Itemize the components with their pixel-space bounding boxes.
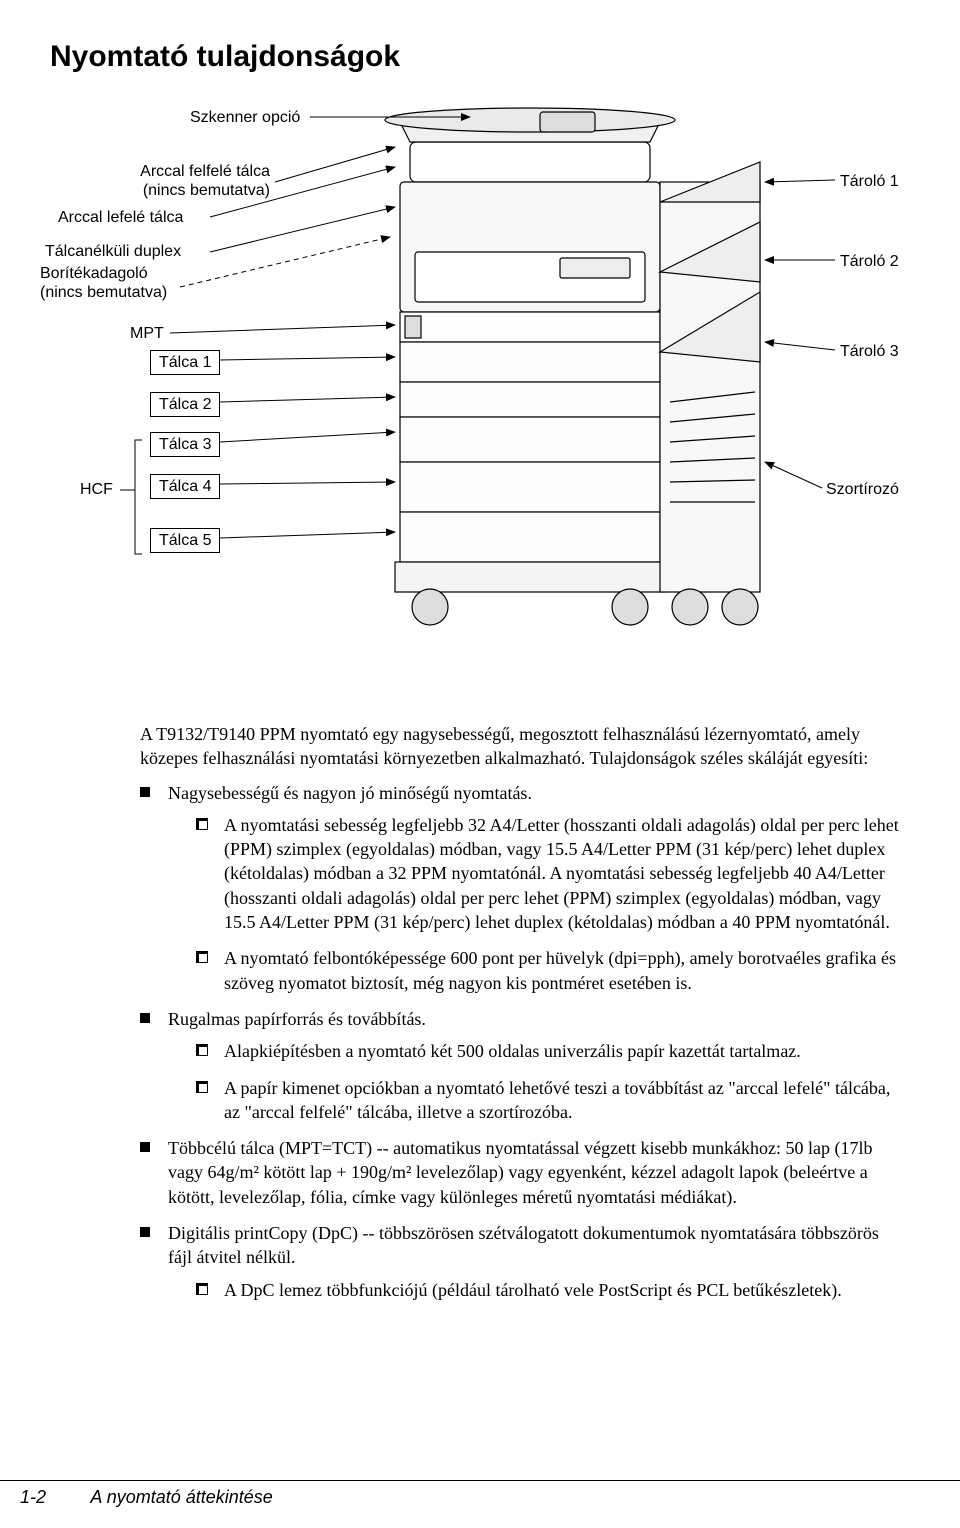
page-footer: 1-2 A nyomtató áttekintése [0, 1480, 960, 1508]
printer-illustration [340, 102, 770, 642]
label-szkenner: Szkenner opció [190, 108, 300, 127]
intro-paragraph: A T9132/T9140 PPM nyomtató egy nagysebes… [140, 722, 900, 771]
bullet-2-2: A papír kimenet opciókban a nyomtató leh… [196, 1076, 900, 1125]
label-talca4: Tálca 4 [150, 474, 220, 499]
bullet-1-2: A nyomtató felbontóképessége 600 pont pe… [196, 946, 900, 995]
label-talca5: Tálca 5 [150, 528, 220, 553]
bullet-1-1: A nyomtatási sebesség legfeljebb 32 A4/L… [196, 813, 900, 934]
label-tarolo1: Tároló 1 [840, 172, 899, 191]
bullet-1: Nagysebességű és nagyon jó minőségű nyom… [140, 781, 900, 995]
footer-title: A nyomtató áttekintése [90, 1487, 272, 1507]
label-hcf: HCF [80, 480, 113, 499]
bullet-2: Rugalmas papírforrás és továbbítás. Alap… [140, 1007, 900, 1124]
bullet-4: Digitális printCopy (DpC) -- többszöröse… [140, 1221, 900, 1302]
label-talcanelkuli: Tálcanélküli duplex [45, 242, 181, 261]
footer-page-number: 1-2 [20, 1487, 46, 1508]
printer-diagram: Szkenner opció Arccal felfelé tálca (nin… [50, 92, 910, 692]
label-arccal-lefele: Arccal lefelé tálca [58, 208, 183, 227]
label-boritek: Borítékadagoló (nincs bemutatva) [40, 264, 167, 302]
label-talca1: Tálca 1 [150, 350, 220, 375]
label-szortirozo: Szortírozó [826, 480, 899, 499]
page-title: Nyomtató tulajdonságok [50, 40, 910, 74]
label-arccal-felfele: Arccal felfelé tálca (nincs bemutatva) [80, 162, 270, 200]
body-text: A T9132/T9140 PPM nyomtató egy nagysebes… [140, 722, 900, 1302]
bullet-3: Többcélú tálca (MPT=TCT) -- automatikus … [140, 1136, 900, 1209]
bullet-4-1: A DpC lemez többfunkciójú (például tárol… [196, 1278, 900, 1302]
label-tarolo3: Tároló 3 [840, 342, 899, 361]
label-mpt: MPT [130, 324, 164, 343]
label-talca3: Tálca 3 [150, 432, 220, 457]
label-tarolo2: Tároló 2 [840, 252, 899, 271]
bullet-2-1: Alapkiépítésben a nyomtató két 500 oldal… [196, 1039, 900, 1063]
label-talca2: Tálca 2 [150, 392, 220, 417]
